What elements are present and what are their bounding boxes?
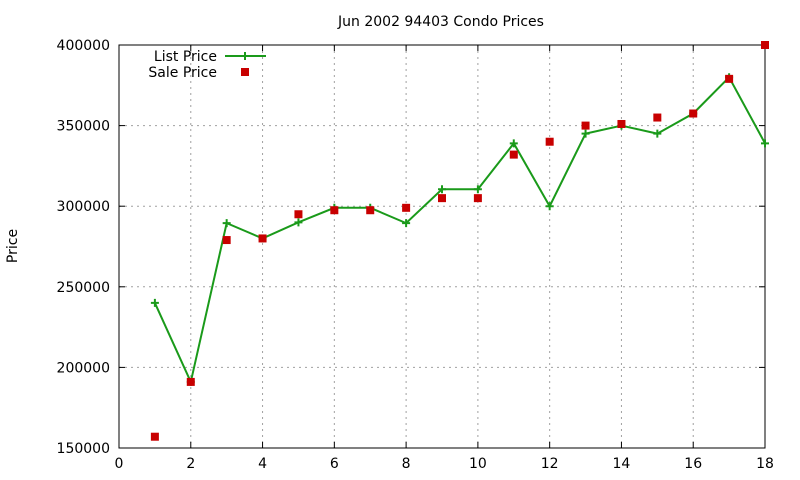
x-tick-label: 6 — [330, 456, 339, 472]
sale-price-point — [725, 74, 734, 83]
list-price-point — [438, 185, 446, 194]
list-price-point — [294, 218, 303, 227]
axes: 0 2 4 6 8 10 12 14 16 18 150000 200000 250000 300000 3… — [57, 38, 774, 472]
legend-item: Sale Price — [148, 65, 249, 81]
plot-frame — [118, 44, 766, 449]
y-tick-label: 350000 — [57, 119, 110, 135]
sale-price-point — [150, 432, 159, 441]
sale-price-point — [689, 109, 698, 118]
y-tick-label: 150000 — [57, 441, 110, 457]
series-sale-price — [150, 41, 769, 441]
sale-price-point — [330, 206, 339, 215]
x-tick-label: 10 — [469, 456, 487, 472]
legend-item: List Price — [154, 49, 266, 65]
list-price-point — [150, 298, 159, 307]
x-tick-label: 4 — [258, 456, 267, 472]
list-price-point — [653, 129, 662, 138]
legend-label: List Price — [154, 49, 217, 65]
legend-plus-marker — [241, 52, 249, 60]
sale-price-point — [473, 194, 482, 203]
sale-price-point — [186, 377, 195, 386]
sale-price-point — [294, 210, 303, 219]
x-tick-label: 8 — [402, 456, 411, 472]
sale-price-point — [617, 119, 626, 128]
sale-price-point — [761, 41, 769, 49]
series-list-price — [150, 73, 769, 386]
y-tick-label: 250000 — [57, 280, 110, 296]
list-price-point — [473, 185, 482, 194]
x-tick-label: 0 — [115, 456, 124, 472]
grid-lines — [119, 45, 765, 448]
sale-price-point — [545, 137, 554, 146]
legend-square-marker — [241, 68, 249, 76]
x-tick-label: 16 — [684, 456, 702, 472]
list-price-point — [222, 219, 231, 228]
list-price-point — [581, 129, 590, 138]
x-tick-label: 12 — [541, 456, 559, 472]
y-tick-label: 300000 — [57, 199, 110, 215]
sale-price-point — [402, 203, 411, 212]
list-price-line — [153, 75, 766, 386]
x-tick-label: 14 — [613, 456, 631, 472]
plot-series — [150, 41, 769, 441]
x-tick-label: 18 — [756, 456, 774, 472]
sale-price-point — [509, 150, 518, 159]
sale-price-point — [258, 234, 267, 243]
sale-price-point — [438, 194, 446, 203]
chart-title: Jun 2002 94403 Condo Prices — [337, 14, 544, 30]
sale-price-point — [653, 113, 662, 122]
list-price-point — [761, 139, 769, 148]
y-tick-label: 400000 — [57, 38, 110, 54]
y-axis-label: Price — [5, 229, 21, 263]
legend-label: Sale Price — [148, 65, 217, 81]
sale-price-point — [222, 236, 231, 245]
y-tick-label: 200000 — [57, 360, 110, 376]
list-price-point — [402, 219, 411, 228]
list-price-point — [545, 202, 554, 211]
sale-price-point — [366, 206, 375, 215]
x-tick-label: 2 — [186, 456, 195, 472]
list-price-point — [509, 139, 518, 148]
sale-price-point — [581, 121, 590, 130]
